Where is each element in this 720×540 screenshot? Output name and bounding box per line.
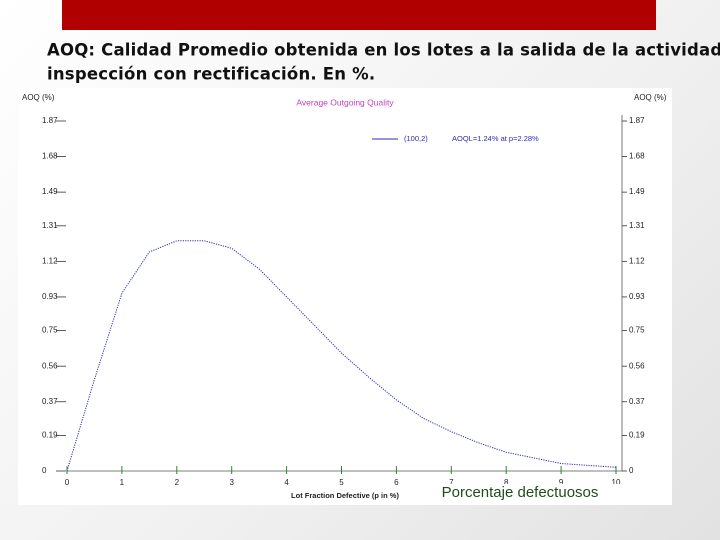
chart-panel bbox=[18, 88, 672, 505]
y2-tick-label: 0.93 bbox=[629, 292, 645, 301]
y-tick-label: 0.19 bbox=[42, 431, 58, 440]
x-tick-label: 9 bbox=[559, 478, 564, 487]
x-tick-label: 7 bbox=[449, 478, 454, 487]
aoq-curve bbox=[66, 240, 617, 472]
y-tick-label: 0 bbox=[42, 466, 47, 475]
x-tick-label: 1 bbox=[120, 478, 125, 487]
legend-note: AOQL=1.24% at p=2.28% bbox=[452, 134, 539, 143]
y2-axis-label: AOQ (%) bbox=[634, 93, 667, 102]
y2-tick-label: 1.87 bbox=[629, 116, 645, 125]
header-bar bbox=[62, 0, 656, 30]
y-tick-label: 1.68 bbox=[42, 152, 58, 161]
x-tick-label: 5 bbox=[339, 478, 344, 487]
y2-tick-label: 0.37 bbox=[629, 397, 645, 406]
plot: 0 0.19 0.37 0.56 0.75 0.93 1.12 1.31 1.49 1.68 1.8… bbox=[42, 115, 645, 487]
y-tick-label: 0.56 bbox=[42, 361, 58, 370]
x-tick-label: 4 bbox=[284, 478, 289, 487]
x-tick-label: 6 bbox=[394, 478, 399, 487]
y2-tick-label: 0 bbox=[629, 466, 634, 475]
y2-tick-label: 0.56 bbox=[629, 361, 645, 370]
y2-tick-label: 1.12 bbox=[629, 256, 645, 265]
annotation-box bbox=[418, 484, 622, 501]
chart-title: Average Outgoing Quality bbox=[296, 97, 394, 107]
y-axis-label: AOQ (%) bbox=[22, 93, 55, 102]
legend-label: (100,2) bbox=[404, 134, 428, 143]
x-tick-label: 3 bbox=[229, 478, 234, 487]
y-tick-label: 1.31 bbox=[42, 221, 58, 230]
y2-tick-label: 1.68 bbox=[629, 152, 645, 161]
x-tick-label: 10 bbox=[612, 478, 621, 487]
annotation: Porcentaje defectuosos bbox=[442, 484, 599, 501]
y2-tick-label: 0.19 bbox=[629, 431, 645, 440]
y-tick-label: 1.49 bbox=[42, 187, 58, 196]
y-tick-label: 1.12 bbox=[42, 256, 58, 265]
y-tick-label: 0.37 bbox=[42, 397, 58, 406]
slide-title: AOQ: Calidad Promedio obtenida en los lo… bbox=[47, 41, 720, 60]
y-tick-label: 0.93 bbox=[42, 292, 58, 301]
x-axis-label: Lot Fraction Defective (p in %) bbox=[291, 491, 399, 500]
x-tick-label: 0 bbox=[65, 478, 70, 487]
y2-tick-label: 1.49 bbox=[629, 187, 645, 196]
y-tick-label: 1.87 bbox=[42, 116, 58, 125]
y2-tick-label: 0.75 bbox=[629, 326, 645, 335]
x-tick-label: 2 bbox=[175, 478, 180, 487]
y2-tick-label: 1.31 bbox=[629, 221, 645, 230]
slide-title: inspección con rectificación. En %. bbox=[47, 65, 375, 84]
x-tick-label: 8 bbox=[504, 478, 509, 487]
y-tick-label: 0.75 bbox=[42, 326, 58, 335]
